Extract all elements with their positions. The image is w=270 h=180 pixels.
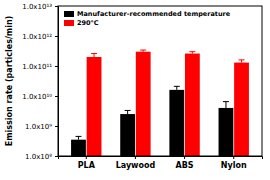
error-cap — [189, 51, 195, 52]
tick-mark — [184, 156, 185, 159]
error-line — [176, 86, 177, 90]
error-cap — [91, 53, 97, 54]
error-bar — [125, 110, 131, 114]
chart: 1.0x10⁸ 1.0x10⁹ 1.0x10¹⁰ 1.0x10¹¹ 1.0x10¹² 1.… — [0, 0, 270, 180]
tick: 1.0x10¹³ — [22, 3, 58, 11]
category-label: Laywood — [116, 161, 156, 170]
error-line — [127, 110, 128, 114]
plot: 1.0x10⁸ 1.0x10⁹ 1.0x10¹⁰ 1.0x10¹¹ 1.0x10¹² 1.… — [22, 3, 262, 170]
tick: 1.0x10¹¹ — [22, 63, 58, 71]
bar — [87, 57, 102, 156]
error-cap — [75, 136, 81, 137]
error-cap — [174, 86, 180, 87]
tick-mark — [55, 126, 58, 127]
error-cap — [239, 59, 245, 60]
tick-mark — [86, 156, 87, 159]
category-label: PLA — [78, 161, 96, 170]
tick: PLA — [78, 156, 96, 170]
tick-label: 1.0x10⁹ — [25, 123, 52, 131]
error-line — [225, 102, 226, 108]
bar — [136, 52, 151, 156]
tick: Laywood — [116, 156, 156, 170]
tick: 1.0x10¹² — [22, 33, 58, 41]
y-axis: 1.0x10⁸ 1.0x10⁹ 1.0x10¹⁰ 1.0x10¹¹ 1.0x10¹² 1.… — [22, 3, 58, 161]
legend-entry: Manufacturer-recommended temperature — [64, 10, 231, 18]
tick-mark — [55, 6, 58, 7]
tick-mark — [233, 156, 234, 159]
tick: 1.0x10⁹ — [25, 123, 58, 131]
bars — [71, 50, 249, 156]
tick-mark — [55, 66, 58, 67]
legend-label: 290°C — [77, 19, 99, 27]
bar — [219, 108, 234, 156]
error-cap — [125, 110, 131, 111]
error-bar — [189, 52, 195, 54]
error-bar — [91, 54, 97, 57]
error-cap — [223, 101, 229, 102]
bar — [185, 54, 200, 156]
legend: Manufacturer-recommended temperature290°… — [64, 10, 231, 27]
axis-line — [59, 157, 263, 160]
tick-label: 1.0x10¹¹ — [22, 63, 52, 71]
tick: 1.0x10¹⁰ — [22, 93, 58, 101]
tick-label: 1.0x10¹⁰ — [22, 93, 52, 101]
tick-label: 1.0x10¹³ — [22, 3, 52, 11]
tick-label: 1.0x10¹² — [22, 33, 52, 41]
tick-mark — [55, 96, 58, 97]
x-axis: PLA Laywood ABS Nylon — [59, 156, 263, 170]
legend-label: Manufacturer-recommended temperature — [77, 10, 231, 18]
legend-swatch — [64, 20, 74, 26]
frame — [58, 6, 262, 156]
bar — [234, 63, 249, 156]
bar — [169, 90, 184, 156]
error-cap — [140, 50, 146, 51]
error-bar — [239, 60, 245, 63]
legend-swatch — [64, 11, 74, 17]
tick-mark — [135, 156, 136, 159]
error-bar — [75, 136, 81, 139]
error-bar — [140, 50, 146, 52]
legend-entry: 290°C — [64, 19, 99, 27]
category-label: ABS — [176, 161, 194, 170]
tick-mark — [55, 36, 58, 37]
bar — [71, 140, 86, 156]
tick-label: 1.0x10⁸ — [25, 153, 52, 161]
error-bar — [174, 86, 180, 90]
error-bar — [223, 102, 229, 108]
tick: Nylon — [221, 156, 247, 170]
axis-title: Emission rate (particles/min) — [5, 16, 14, 146]
tick: ABS — [176, 156, 194, 170]
category-label: Nylon — [221, 161, 247, 170]
axis-line — [55, 7, 59, 157]
bar — [120, 114, 135, 156]
tick: 1.0x10⁸ — [25, 153, 58, 161]
tick-mark — [55, 156, 58, 157]
error-line — [94, 54, 95, 57]
